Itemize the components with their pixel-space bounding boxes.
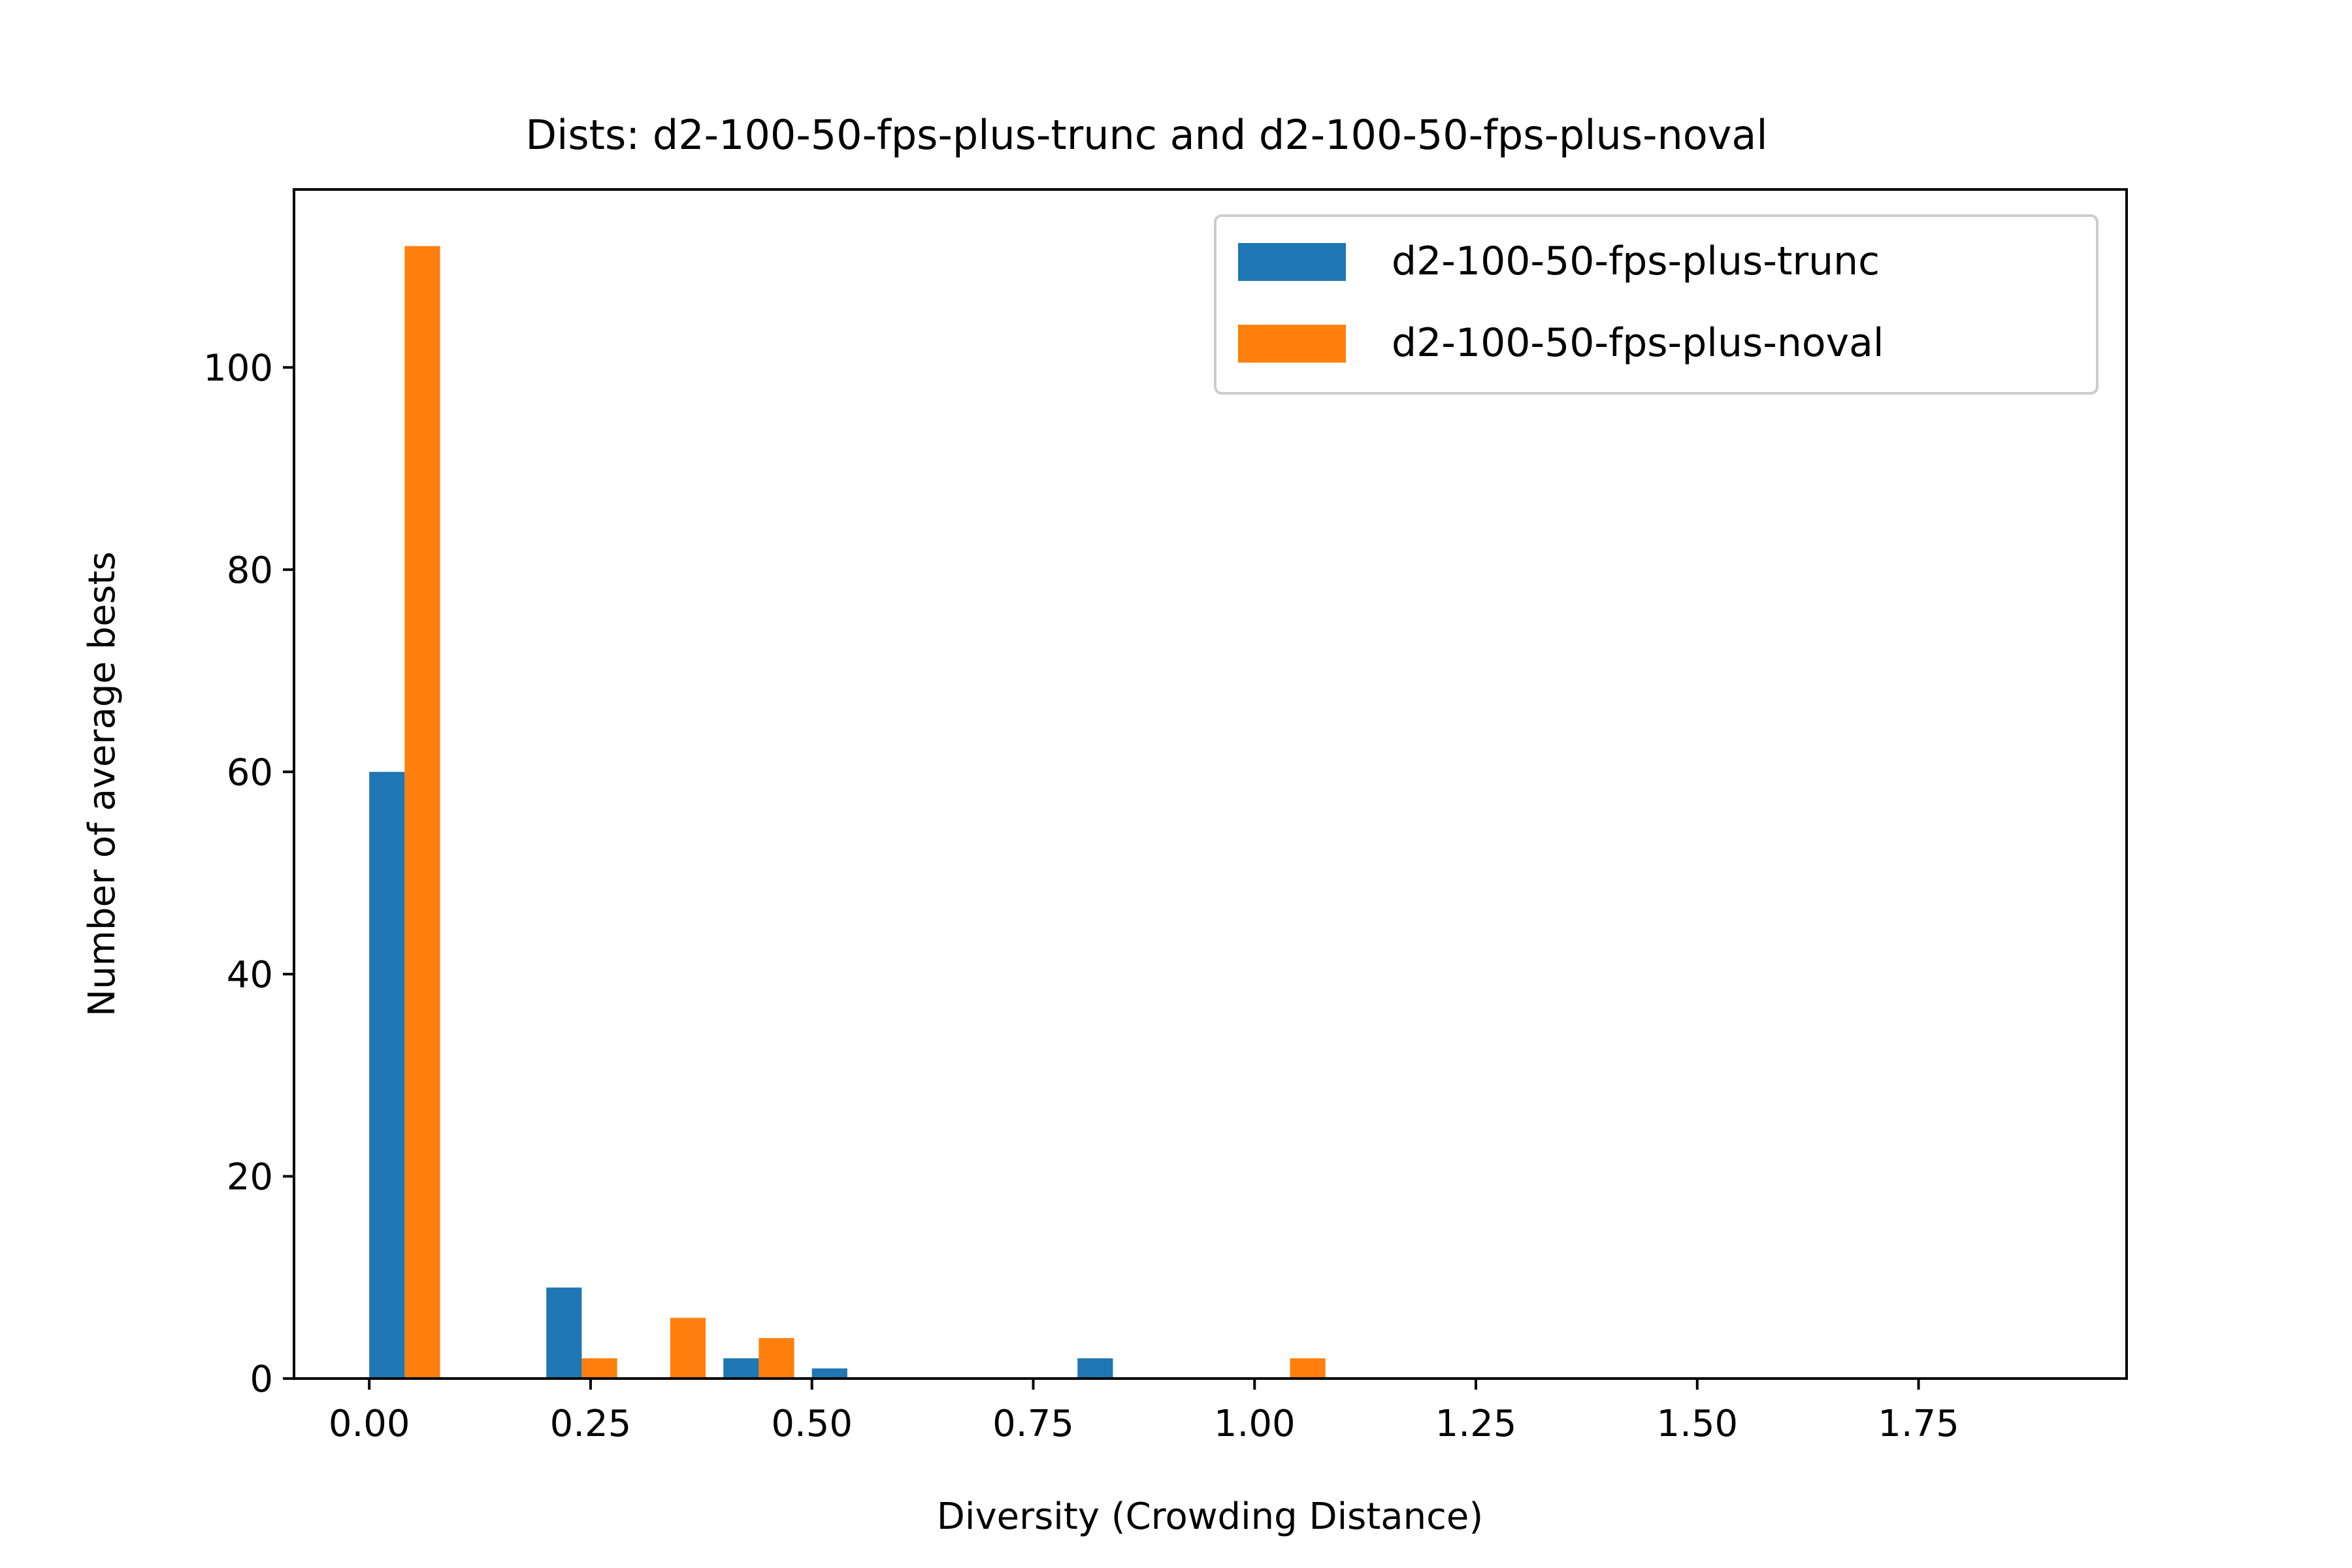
y-tick-label-4: 80: [227, 549, 273, 592]
bar-series-0-0: [369, 772, 405, 1379]
x-axis-label: Diversity (Crowding Distance): [937, 1495, 1483, 1538]
y-axis-ticks: 0 20 40 60 80 100: [203, 347, 294, 1401]
x-tick-label-2: 0.50: [771, 1403, 853, 1445]
bar-series-0-2: [723, 1358, 759, 1379]
legend-swatch-noval: [1238, 325, 1346, 363]
y-tick-label-5: 100: [203, 347, 273, 389]
x-tick-label-6: 1.50: [1656, 1403, 1738, 1445]
x-tick-label-4: 1.00: [1214, 1403, 1296, 1445]
y-tick-label-0: 0: [250, 1358, 273, 1401]
y-tick-label-2: 40: [227, 954, 273, 996]
x-tick-label-5: 1.25: [1435, 1403, 1517, 1445]
legend-label-noval: d2-100-50-fps-plus-noval: [1392, 320, 1884, 366]
bar-series-1-3: [759, 1338, 794, 1379]
bars-layer: [369, 246, 1326, 1379]
bar-series-1-4: [1290, 1358, 1326, 1379]
bar-series-0-3: [811, 1368, 847, 1379]
bar-series-1-1: [581, 1358, 617, 1379]
x-tick-label-7: 1.75: [1878, 1403, 1959, 1445]
legend-label-trunc: d2-100-50-fps-plus-trunc: [1392, 238, 1880, 284]
bar-series-0-4: [1077, 1358, 1113, 1379]
y-tick-label-3: 60: [227, 751, 273, 794]
x-tick-label-0: 0.00: [329, 1403, 410, 1445]
plot-frame: [293, 188, 2128, 1380]
x-axis-ticks: 0.00 0.25 0.50 0.75 1.00 1.25 1.50 1.75: [329, 1379, 1959, 1445]
x-tick-label-3: 0.75: [992, 1403, 1074, 1445]
chart-title: Dists: d2-100-50-fps-plus-trunc and d2-1…: [525, 111, 1767, 159]
legend-frame: [1214, 214, 2099, 395]
bar-series-1-0: [404, 246, 440, 1379]
legend-swatch-trunc: [1238, 243, 1346, 281]
bar-series-1-2: [670, 1318, 706, 1379]
y-axis-label: Number of average bests: [81, 551, 123, 1017]
legend: d2-100-50-fps-plus-trunc d2-100-50-fps-p…: [1214, 214, 2099, 395]
x-tick-label-1: 0.25: [550, 1403, 632, 1445]
bar-series-0-1: [546, 1287, 582, 1379]
y-tick-label-1: 20: [227, 1156, 273, 1198]
